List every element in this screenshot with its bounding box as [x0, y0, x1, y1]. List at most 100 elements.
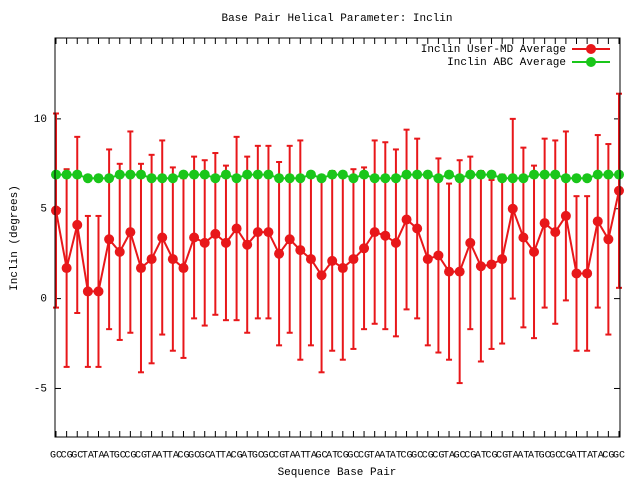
point: [316, 270, 327, 281]
point: [167, 254, 178, 265]
point: [518, 232, 529, 243]
point: [433, 250, 444, 261]
point: [348, 173, 359, 184]
plot-frame: [54, 37, 621, 438]
legend-label: Inclin ABC Average: [447, 57, 566, 69]
x-tick-label: AT: [209, 451, 221, 462]
point: [72, 169, 83, 180]
x-tick-label: AT: [475, 451, 487, 462]
point: [157, 232, 168, 243]
x-tick-label: TA: [82, 451, 94, 462]
point: [592, 216, 603, 227]
point: [454, 266, 465, 277]
y-tick-label: 0: [40, 294, 47, 306]
point: [603, 234, 614, 245]
point: [422, 254, 433, 265]
point: [560, 210, 571, 221]
x-tick-label: CG: [432, 451, 444, 462]
point: [465, 237, 476, 248]
point: [475, 169, 486, 180]
point: [348, 254, 359, 265]
x-tick-label: GC: [114, 451, 126, 462]
point: [422, 169, 433, 180]
point: [93, 286, 104, 297]
point: [571, 268, 582, 279]
x-tick-label: TA: [220, 451, 232, 462]
legend-label: Inclin User-MD Average: [421, 44, 566, 56]
point: [401, 214, 412, 225]
point: [486, 169, 497, 180]
x-tick-label: CG: [486, 451, 498, 462]
point: [592, 169, 603, 180]
y-tick-label: -5: [34, 383, 47, 395]
x-tick-label: TA: [369, 451, 381, 462]
point: [614, 169, 624, 180]
point: [167, 173, 178, 184]
point: [369, 227, 380, 238]
point: [603, 169, 614, 180]
point: [412, 169, 423, 180]
x-tick-label: AT: [103, 451, 115, 462]
x-tick-label: TA: [284, 451, 296, 462]
x-tick-label: TA: [581, 451, 593, 462]
point: [199, 237, 210, 248]
point: [380, 173, 391, 184]
point: [614, 185, 624, 196]
point: [82, 173, 93, 184]
point: [104, 234, 115, 245]
point: [582, 173, 593, 184]
point: [263, 169, 274, 180]
point: [560, 173, 571, 184]
x-tick-label: CG: [496, 451, 508, 462]
point: [571, 173, 582, 184]
x-tick-label: AT: [390, 451, 402, 462]
point: [412, 223, 423, 234]
point: [444, 266, 455, 277]
x-tick-label: AT: [379, 451, 391, 462]
x-tick-label: GC: [252, 451, 264, 462]
point: [231, 173, 242, 184]
point: [220, 169, 231, 180]
x-tick-label: GC: [188, 451, 200, 462]
point: [401, 169, 412, 180]
point: [550, 169, 561, 180]
x-tick-label: GC: [50, 451, 62, 462]
x-tick-label: CG: [464, 451, 476, 462]
point: [51, 205, 61, 216]
point: [305, 169, 316, 180]
x-tick-label: CG: [124, 451, 136, 462]
point: [72, 219, 83, 230]
x-tick-label: CG: [401, 451, 413, 462]
point: [242, 169, 253, 180]
point: [242, 239, 253, 250]
x-tick-label: GC: [539, 451, 551, 462]
point: [93, 173, 104, 184]
x-axis-label: Sequence Base Pair: [278, 467, 397, 479]
x-tick-label: GC: [549, 451, 561, 462]
x-tick-label: GC: [262, 451, 274, 462]
point: [359, 169, 370, 180]
x-tick-label: AT: [528, 451, 540, 462]
point: [82, 286, 93, 297]
point: [210, 228, 221, 239]
point: [210, 173, 221, 184]
point: [518, 173, 529, 184]
point: [337, 263, 348, 274]
chart-title: Base Pair Helical Parameter: Inclin: [221, 13, 452, 25]
x-tick-label: CG: [231, 451, 243, 462]
point: [189, 169, 200, 180]
point: [539, 218, 550, 229]
point: [135, 169, 146, 180]
x-tick-label: AT: [571, 451, 583, 462]
point: [295, 173, 306, 184]
x-tick-label: CG: [61, 451, 73, 462]
point: [369, 173, 380, 184]
point: [199, 169, 210, 180]
x-tick-label: GC: [199, 451, 211, 462]
x-tick-label: TA: [167, 451, 179, 462]
point: [178, 263, 189, 274]
x-tick-label: TA: [443, 451, 455, 462]
point: [189, 232, 200, 243]
point: [114, 246, 125, 257]
